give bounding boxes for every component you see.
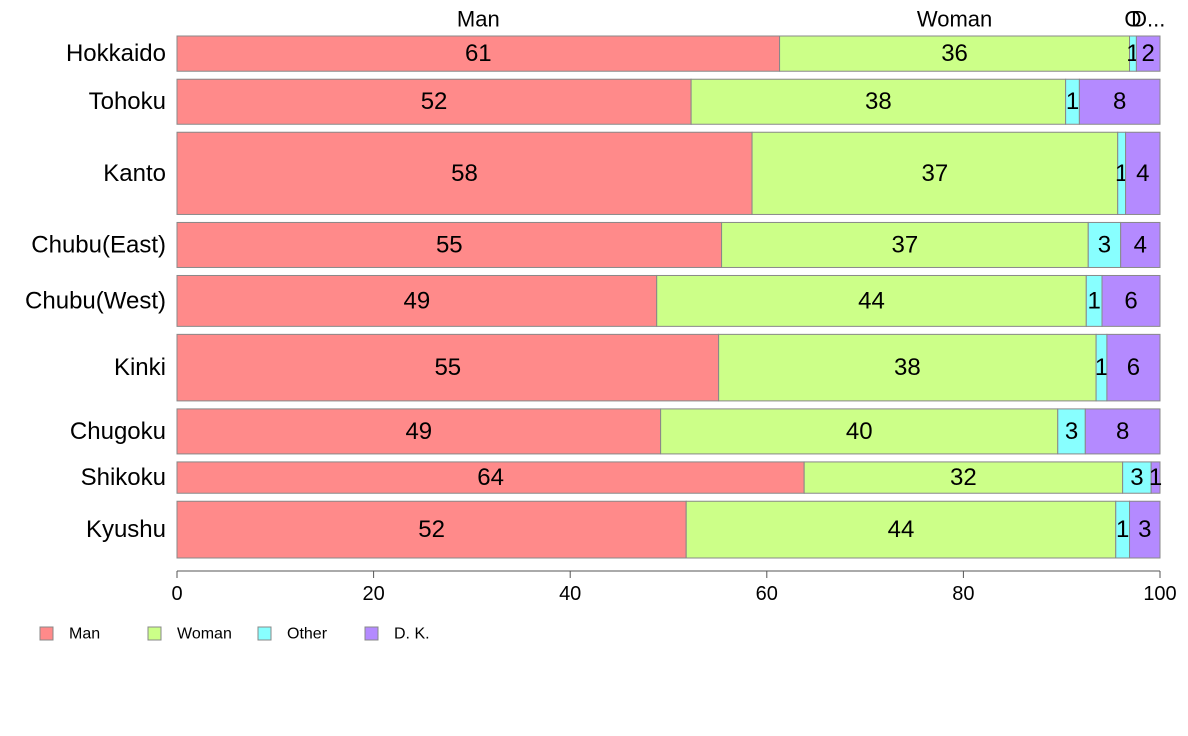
data-label-tohoku-other: 1 bbox=[1066, 88, 1079, 115]
data-label-chubu-east-d-k: 4 bbox=[1134, 231, 1147, 258]
data-label-hokkaido-woman: 36 bbox=[941, 40, 968, 67]
data-label-kyushu-woman: 44 bbox=[888, 516, 915, 543]
category-label-kanto: Kanto bbox=[103, 160, 166, 187]
bar-segment-kanto-woman bbox=[751, 131, 1119, 215]
data-label-shikoku-other: 3 bbox=[1130, 464, 1143, 491]
bar-segment-shikoku-other bbox=[1122, 461, 1152, 494]
category-label-chugoku: Chugoku bbox=[70, 418, 166, 445]
bar-segment-kinki-woman bbox=[718, 333, 1097, 402]
bar-segment-chubu-east-d-k bbox=[1120, 221, 1161, 268]
legend-swatch-man bbox=[39, 626, 54, 641]
bar-segment-chugoku-woman bbox=[660, 408, 1059, 455]
bar-segment-chubu-east-man bbox=[176, 221, 723, 268]
data-label-chubu-east-man: 55 bbox=[436, 231, 463, 258]
bar-segment-kanto-d-k bbox=[1125, 131, 1161, 215]
legend: Man Woman Other D. K. bbox=[39, 626, 430, 643]
category-label-chubu-east: Chubu(East) bbox=[31, 231, 166, 258]
category-label-chubu-west: Chubu(West) bbox=[25, 287, 166, 314]
data-label-kyushu-other: 1 bbox=[1116, 516, 1129, 543]
data-label-kinki-man: 55 bbox=[434, 354, 461, 381]
top-label-woman: Woman bbox=[917, 7, 992, 32]
data-label-chubu-west-woman: 44 bbox=[858, 287, 885, 314]
bar-segment-kinki-man bbox=[176, 333, 720, 402]
bar-segment-kyushu-woman bbox=[685, 500, 1117, 559]
data-label-chubu-east-other: 3 bbox=[1098, 231, 1111, 258]
data-label-chubu-west-other: 1 bbox=[1087, 287, 1100, 314]
data-label-chugoku-other: 3 bbox=[1065, 418, 1078, 445]
bar-segment-chugoku-d-k bbox=[1084, 408, 1161, 455]
data-label-tohoku-woman: 38 bbox=[865, 88, 892, 115]
bar-segment-kinki-d-k bbox=[1106, 333, 1161, 402]
data-label-kyushu-man: 52 bbox=[418, 516, 445, 543]
data-label-chubu-west-d-k: 6 bbox=[1124, 287, 1137, 314]
data-label-hokkaido-man: 61 bbox=[465, 40, 492, 67]
legend-label-woman: Woman bbox=[177, 626, 232, 643]
x-tick-label-40: 40 bbox=[559, 583, 581, 605]
category-labels: Hokkaido Tohoku Kanto Chubu(East) Chubu(West… bbox=[25, 40, 166, 543]
x-axis: 0 20 40 60 80 100 bbox=[171, 570, 1177, 605]
data-label-kanto-woman: 37 bbox=[922, 160, 949, 187]
bar-segment-hokkaido-d-k bbox=[1135, 35, 1161, 72]
bar-segment-shikoku-man bbox=[176, 461, 805, 494]
data-label-chugoku-d-k: 8 bbox=[1116, 418, 1129, 445]
data-label-chugoku-woman: 40 bbox=[846, 418, 873, 445]
data-label-shikoku-woman: 32 bbox=[950, 464, 977, 491]
data-label-shikoku-d-k: 1 bbox=[1149, 464, 1162, 491]
bar-segment-hokkaido-woman bbox=[779, 35, 1131, 72]
data-label-shikoku-man: 64 bbox=[477, 464, 504, 491]
data-label-kyushu-d-k: 3 bbox=[1138, 516, 1151, 543]
data-label-chubu-east-woman: 37 bbox=[892, 231, 919, 258]
category-label-hokkaido: Hokkaido bbox=[66, 40, 166, 67]
legend-label-man: Man bbox=[69, 626, 100, 643]
data-label-chugoku-man: 49 bbox=[405, 418, 432, 445]
bar-segment-chubu-east-woman bbox=[721, 221, 1089, 268]
data-label-hokkaido-d-k: 2 bbox=[1142, 40, 1155, 67]
data-label-tohoku-d-k: 8 bbox=[1113, 88, 1126, 115]
bars-group: 61 36 1 252 38 1 858 37 1 455 37 3 449 44 1 655 38 1 649 40… bbox=[176, 35, 1162, 559]
top-label-other: O bbox=[1124, 7, 1141, 32]
data-label-kanto-other: 1 bbox=[1115, 160, 1128, 187]
data-label-tohoku-man: 52 bbox=[421, 88, 448, 115]
bar-segment-chubu-west-man bbox=[176, 274, 658, 327]
category-label-tohoku: Tohoku bbox=[89, 88, 166, 115]
bar-segment-shikoku-d-k bbox=[1150, 461, 1161, 494]
category-label-kyushu: Kyushu bbox=[86, 516, 166, 543]
bar-segment-chubu-west-woman bbox=[656, 274, 1087, 327]
category-label-shikoku: Shikoku bbox=[81, 464, 166, 491]
bar-segment-shikoku-woman bbox=[803, 461, 1124, 494]
top-label-d-k: D... bbox=[1131, 7, 1165, 32]
x-tick-label-100: 100 bbox=[1143, 583, 1176, 605]
legend-label-other: Other bbox=[287, 626, 328, 643]
x-tick-label-80: 80 bbox=[952, 583, 974, 605]
legend-swatch-other bbox=[257, 626, 272, 641]
bar-segment-kanto-man bbox=[176, 131, 753, 215]
top-series-labels: Man Woman OD... bbox=[457, 7, 1165, 32]
x-tick-label-0: 0 bbox=[171, 583, 182, 605]
x-tick-label-20: 20 bbox=[362, 583, 384, 605]
legend-swatch-d-k bbox=[364, 626, 379, 641]
legend-label-d-k: D. K. bbox=[394, 626, 430, 643]
data-label-kanto-d-k: 4 bbox=[1136, 160, 1149, 187]
data-label-kinki-other: 1 bbox=[1095, 354, 1108, 381]
data-label-chubu-west-man: 49 bbox=[404, 287, 431, 314]
bar-segment-chubu-west-d-k bbox=[1101, 274, 1161, 327]
x-tick-label-60: 60 bbox=[756, 583, 778, 605]
data-label-kanto-man: 58 bbox=[451, 160, 478, 187]
data-label-kinki-woman: 38 bbox=[894, 354, 921, 381]
bar-segment-tohoku-d-k bbox=[1078, 78, 1161, 125]
legend-swatch-woman bbox=[147, 626, 162, 641]
category-label-kinki: Kinki bbox=[114, 354, 166, 381]
bar-segment-chugoku-other bbox=[1057, 408, 1086, 455]
bar-segment-kyushu-d-k bbox=[1129, 500, 1161, 559]
top-label-man: Man bbox=[457, 7, 500, 32]
data-label-kinki-d-k: 6 bbox=[1127, 354, 1140, 381]
